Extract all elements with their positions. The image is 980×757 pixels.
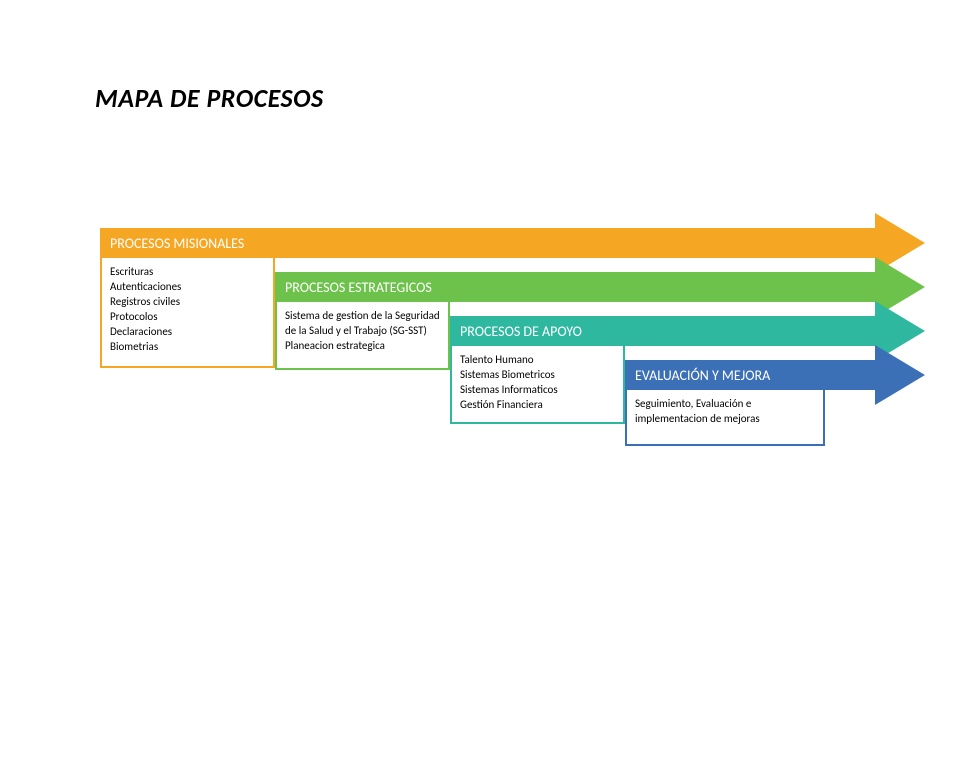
- process-misionales-item: Biometrias: [110, 339, 265, 354]
- process-misionales-item: Declaraciones: [110, 324, 265, 339]
- process-misionales-header-label: PROCESOS MISIONALES: [100, 235, 244, 252]
- process-misionales-item: Protocolos: [110, 309, 265, 324]
- process-misionales-item: Autenticaciones: [110, 279, 265, 294]
- process-estrategicos-item: Sistema de gestion de la Seguridad de la…: [285, 308, 440, 338]
- process-apoyo-item: Talento Humano: [460, 352, 615, 367]
- process-apoyo-item: Gestión Financiera: [460, 397, 615, 412]
- process-apoyo-item: Sistemas Biometricos: [460, 367, 615, 382]
- process-estrategicos-item: Planeacion estrategica: [285, 338, 440, 353]
- process-estrategicos-header-bar: PROCESOS ESTRATEGICOS: [275, 272, 875, 302]
- process-apoyo-items: Talento Humano Sistemas Biometricos Sist…: [450, 346, 625, 424]
- process-misionales-item: Escrituras: [110, 264, 265, 279]
- process-misionales-item: Registros civiles: [110, 294, 265, 309]
- process-misionales-header-bar: PROCESOS MISIONALES: [100, 228, 875, 258]
- process-misionales-items: Escrituras Autenticaciones Registros civ…: [100, 258, 275, 368]
- process-estrategicos-header-label: PROCESOS ESTRATEGICOS: [275, 279, 432, 296]
- process-evaluacion-header-label: EVALUACIÓN Y MEJORA: [625, 367, 770, 384]
- process-estrategicos-items: Sistema de gestion de la Seguridad de la…: [275, 302, 450, 370]
- process-map-diagram: PROCESOS MISIONALES Escrituras Autentica…: [0, 0, 980, 757]
- process-apoyo-item: Sistemas Informaticos: [460, 382, 615, 397]
- process-evaluacion-item: Seguimiento, Evaluación e implementacion…: [635, 396, 815, 426]
- process-apoyo-header-bar: PROCESOS DE APOYO: [450, 316, 875, 346]
- process-evaluacion-items: Seguimiento, Evaluación e implementacion…: [625, 390, 825, 446]
- process-apoyo-header-label: PROCESOS DE APOYO: [450, 323, 582, 340]
- process-evaluacion-header-bar: EVALUACIÓN Y MEJORA: [625, 360, 875, 390]
- process-evaluacion-arrowhead-icon: [875, 345, 925, 405]
